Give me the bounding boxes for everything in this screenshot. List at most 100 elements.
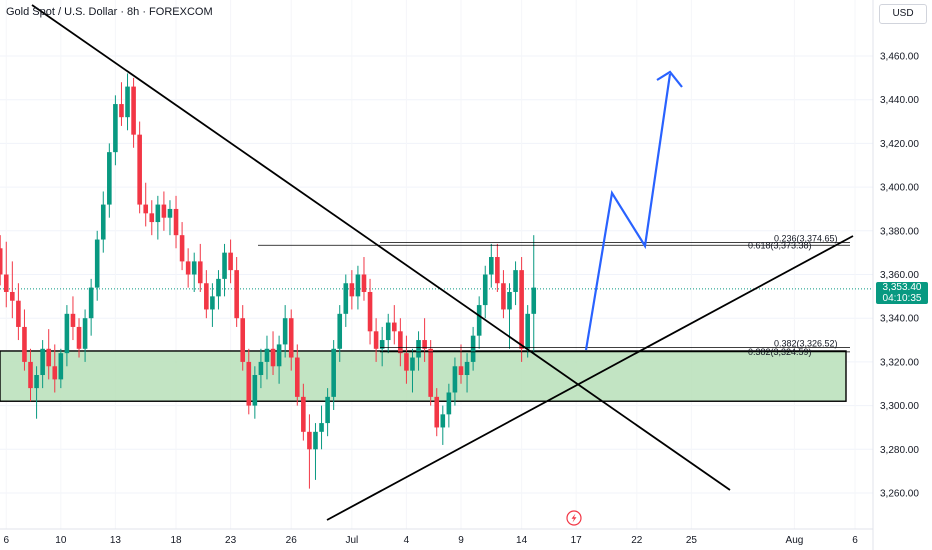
candle-body — [464, 361, 470, 376]
candle-body — [149, 213, 155, 223]
price-tick-label: 3,260.00 — [880, 489, 919, 500]
candle-body — [307, 431, 312, 450]
candle-body — [270, 348, 276, 367]
candle-body — [34, 375, 39, 389]
candle-body — [325, 396, 330, 424]
candle-body — [343, 283, 349, 314]
projection-path — [584, 70, 683, 351]
candle-body — [458, 366, 464, 376]
time-tick-label: 18 — [170, 535, 182, 546]
candle-body — [440, 414, 446, 428]
grid — [0, 55, 873, 494]
last-price-value: 3,353.40 — [882, 282, 922, 293]
candle-body — [391, 322, 397, 332]
time-tick-label: Jul — [345, 535, 358, 546]
price-tick-label: 3,360.00 — [880, 270, 919, 281]
price-tick-label: 3,440.00 — [880, 95, 919, 106]
candle-body — [410, 357, 415, 371]
price-tick-label: 3,380.00 — [880, 226, 919, 237]
time-tick-label: 9 — [458, 535, 464, 546]
candle-body — [513, 270, 518, 292]
trendlines — [31, 4, 854, 521]
candle-body — [0, 248, 3, 275]
candle-body — [100, 204, 106, 240]
candle-body — [246, 361, 252, 406]
candle-body — [525, 313, 530, 349]
candle-body — [264, 348, 270, 362]
candle-body — [482, 274, 488, 306]
candle-body — [379, 340, 385, 349]
candle-body — [204, 283, 209, 310]
candle-body — [531, 287, 537, 314]
price-tick-label: 3,300.00 — [880, 401, 919, 412]
projection-line — [584, 73, 672, 351]
candle-body — [28, 361, 33, 389]
time-tick-label: 10 — [55, 535, 67, 546]
candle-body — [88, 287, 94, 319]
price-tick-label: 3,320.00 — [880, 357, 919, 368]
candle-body — [125, 86, 130, 118]
candle-body — [313, 431, 318, 450]
price-tick-label: 3,400.00 — [880, 183, 919, 194]
time-tick-label: 22 — [631, 535, 643, 546]
fib-levels: 0.236(3,374.65)0.618(3,373.38) 0.382(3,32… — [258, 233, 850, 357]
time-tick-label: Aug — [786, 535, 804, 546]
candle-body — [398, 331, 403, 354]
price-tick-label: 3,280.00 — [880, 445, 919, 456]
time-tick-label: 23 — [225, 535, 237, 546]
fib-level-label: 0.382(3,324.59) — [748, 347, 812, 357]
candle-body — [70, 313, 76, 327]
candle-body — [276, 344, 282, 367]
candle-body — [282, 318, 288, 345]
candle-body — [355, 274, 361, 297]
candle-body — [288, 318, 294, 358]
candle-body — [191, 261, 197, 275]
candle-body — [143, 204, 149, 214]
candle-body — [422, 340, 427, 349]
time-tick-label: 26 — [286, 535, 298, 546]
candles — [0, 73, 537, 489]
candle-body — [64, 313, 70, 354]
candle-body — [470, 335, 476, 362]
lightning-icon[interactable] — [566, 510, 582, 526]
descending-trendline — [31, 4, 731, 491]
candle-body — [216, 278, 221, 297]
time-tick-label: 13 — [110, 535, 122, 546]
candle-body — [185, 261, 191, 275]
candle-body — [361, 274, 367, 292]
price-tick-label: 3,460.00 — [880, 52, 919, 63]
candle-body — [501, 283, 506, 310]
candle-body — [167, 208, 173, 218]
candle-body — [173, 208, 179, 236]
projection-arrowhead — [656, 70, 683, 88]
candle-body — [131, 86, 136, 135]
candle-body — [3, 274, 9, 292]
last-price-tag: 3,353.40 04:10:35 — [876, 282, 928, 304]
candle-body — [428, 348, 433, 397]
candle-body — [434, 396, 440, 428]
candle-body — [337, 313, 343, 349]
candle-body — [222, 252, 227, 279]
price-tick-label: 3,340.00 — [880, 314, 919, 325]
candle-body — [46, 348, 52, 367]
candle-body — [331, 348, 336, 397]
symbol-title[interactable]: Gold Spot / U.S. Dollar · 8h · FOREXCOM — [6, 6, 213, 18]
currency-button[interactable]: USD — [879, 4, 927, 24]
candle-body — [161, 204, 167, 218]
candle-body — [155, 204, 161, 223]
candle-body — [22, 326, 27, 362]
candle-body — [10, 291, 15, 301]
candle-body — [476, 305, 482, 336]
candle-body — [404, 353, 409, 371]
candle-body — [119, 104, 124, 118]
candle-body — [197, 261, 203, 284]
candle-body — [179, 235, 185, 262]
candle-body — [58, 353, 64, 380]
time-tick-label: 25 — [686, 535, 698, 546]
candle-body — [385, 322, 391, 341]
demand-zone — [0, 350, 847, 402]
candle-body — [210, 296, 215, 310]
ascending-trendline — [326, 235, 854, 521]
candle-body — [367, 291, 373, 332]
